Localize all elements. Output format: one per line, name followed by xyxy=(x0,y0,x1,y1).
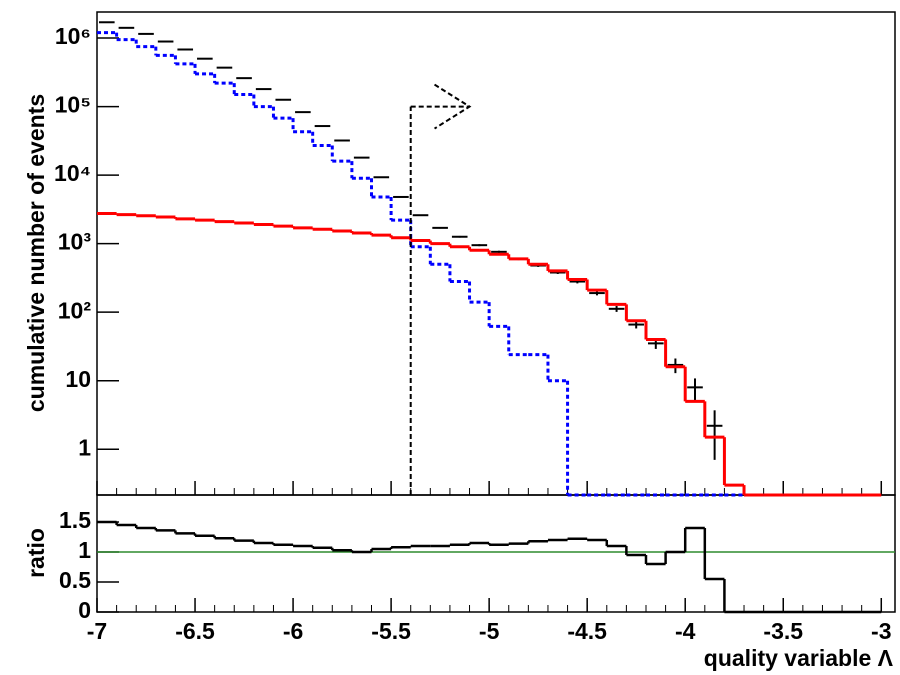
ratio-frame xyxy=(96,494,896,613)
x-tick-label: -6 xyxy=(283,618,303,644)
ratio-axis-label: ratio xyxy=(23,528,49,578)
x-tick-label: -3.5 xyxy=(763,618,803,644)
y-tick-label: 10² xyxy=(58,297,92,323)
ratio-y-tick-label: 1 xyxy=(78,537,91,563)
ratio-y-tick-label: 0.5 xyxy=(59,567,91,593)
y-tick-label: 10 xyxy=(65,366,91,392)
x-tick-label: -4 xyxy=(675,618,696,644)
x-axis-label: quality variable Λ xyxy=(704,645,894,671)
x-tick-label: -5 xyxy=(479,618,500,644)
y-tick-label: 1 xyxy=(78,434,91,460)
y-tick-label: 10⁵ xyxy=(55,92,91,118)
ratio-y-tick-label: 1.5 xyxy=(59,507,91,533)
x-tick-label: -4.5 xyxy=(567,618,607,644)
ratio-y-tick-label: 0 xyxy=(78,597,91,623)
cut-arrowhead xyxy=(433,83,472,130)
y-axis-label: cumulative number of events xyxy=(23,94,49,412)
x-tick-label: -7 xyxy=(87,618,107,644)
x-tick-label: -6.5 xyxy=(175,618,215,644)
y-tick-label: 10⁴ xyxy=(54,160,91,186)
y-tick-label: 10³ xyxy=(58,229,92,255)
x-tick-label: -3 xyxy=(871,618,891,644)
x-tick-label: -5.5 xyxy=(371,618,411,644)
y-tick-label: 10⁶ xyxy=(55,23,91,49)
